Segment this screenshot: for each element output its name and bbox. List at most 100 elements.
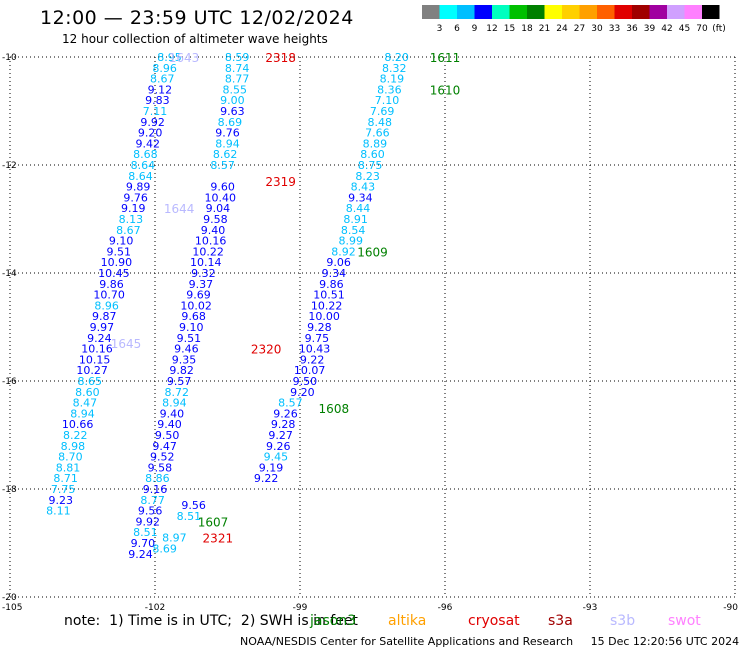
wave-height-value: 10.45 <box>98 267 130 280</box>
wave-height-value: 8.69 <box>218 116 243 129</box>
wave-height-value: 10.16 <box>81 343 113 356</box>
wave-height-value: 9.40 <box>160 407 185 420</box>
colorbar-label: 39 <box>644 24 656 34</box>
colorbar-swatch <box>509 5 527 19</box>
wave-height-value: 9.10 <box>109 235 134 248</box>
wave-height-value: 8.57 <box>278 397 303 410</box>
colorbar-swatch <box>544 5 562 19</box>
wave-height-value: 9.23 <box>49 494 74 507</box>
wave-height-value: 9.28 <box>307 321 332 334</box>
wave-height-value: 9.24 <box>128 548 153 561</box>
wave-height-value: 10.07 <box>294 364 326 377</box>
wave-height-value: 8.91 <box>343 213 368 226</box>
wave-height-value: 8.13 <box>119 213 144 226</box>
colorbar-swatch <box>562 5 580 19</box>
longitude-tick-label: -96 <box>438 603 453 613</box>
pass-number-label: 2319 <box>265 175 296 189</box>
wave-height-value: 9.34 <box>348 191 373 204</box>
longitude-tick-label: -102 <box>145 603 165 613</box>
colorbar-swatch <box>632 5 650 19</box>
colorbar-swatch <box>649 5 667 19</box>
wave-height-value: 9.37 <box>189 278 214 291</box>
wave-height-value: 9.42 <box>136 137 161 150</box>
wave-height-value: 9.32 <box>191 267 216 280</box>
wave-height-value: 9.22 <box>254 472 279 485</box>
wave-height-value: 10.22 <box>192 245 224 258</box>
colorbar-label: 21 <box>539 24 550 34</box>
wave-height-value: 8.68 <box>133 148 158 161</box>
colorbar-swatch <box>439 5 457 19</box>
pass-number-label: 1643 <box>169 51 200 65</box>
colorbar-swatch <box>579 5 597 19</box>
wave-height-value: 8.22 <box>63 429 88 442</box>
wave-height-value: 9.04 <box>206 202 231 215</box>
wave-height-value: 8.48 <box>368 116 393 129</box>
wave-height-value: 8.67 <box>116 224 141 237</box>
pass-number-label: 2320 <box>251 343 282 357</box>
latitude-tick-label: -16 <box>2 377 17 387</box>
wave-height-value: 8.64 <box>131 159 156 172</box>
colorbar-label: 18 <box>521 24 533 34</box>
wave-height-value: 9.52 <box>150 451 175 464</box>
wave-height-value: 9.24 <box>87 332 112 345</box>
wave-height-value: 8.92 <box>331 245 356 258</box>
wave-height-value: 9.58 <box>203 213 228 226</box>
wave-height-value: 10.43 <box>299 343 331 356</box>
pass-number-label: 1609 <box>357 245 388 259</box>
mission-legend-swot: swot <box>668 613 701 629</box>
wave-height-value: 9.70 <box>131 537 156 550</box>
colorbar-label: 33 <box>609 24 620 34</box>
wave-height-value: 9.22 <box>300 353 325 366</box>
pass-number-label: 1608 <box>319 402 350 416</box>
wave-height-value: 9.00 <box>220 94 245 107</box>
wave-height-value: 7.69 <box>370 105 395 118</box>
footer-credit: NOAA/NESDIS Center for Satellite Applica… <box>240 635 740 648</box>
wave-height-value: 9.10 <box>179 321 204 334</box>
pass-number-label: 1644 <box>164 202 195 216</box>
colorbar-swatch <box>492 5 510 19</box>
wave-height-value: 9.26 <box>273 407 298 420</box>
wave-height-value: 9.87 <box>92 310 117 323</box>
wave-height-value: 9.28 <box>271 418 296 431</box>
wave-height-value: 9.92 <box>136 515 161 528</box>
wave-height-value: 10.70 <box>93 289 125 302</box>
wave-height-value: 8.94 <box>70 407 95 420</box>
wave-height-value: 9.56 <box>138 505 163 518</box>
wave-height-value: 9.51 <box>177 332 202 345</box>
colorbar-swatch <box>702 5 720 19</box>
wave-height-value: 8.72 <box>165 386 190 399</box>
wave-height-value: 9.92 <box>140 116 165 129</box>
wave-height-value: 9.63 <box>220 105 245 118</box>
wave-height-value: 8.69 <box>152 542 177 555</box>
wave-height-value: 8.98 <box>61 440 86 453</box>
latitude-tick-label: -12 <box>2 161 17 171</box>
wave-height-value: 9.20 <box>138 127 163 140</box>
wave-height-value: 9.12 <box>148 83 173 96</box>
wave-height-value: 10.14 <box>190 256 222 269</box>
latitude-tick-label: -10 <box>2 53 17 63</box>
wave-height-value: 9.47 <box>152 440 177 453</box>
mission-legend-s3b: s3b <box>610 613 636 629</box>
wave-height-value: 8.54 <box>341 224 366 237</box>
wave-height-value: 8.51 <box>133 526 158 539</box>
wave-height-value: 8.94 <box>162 397 187 410</box>
wave-height-value: 9.45 <box>264 451 289 464</box>
wave-height-value: 8.65 <box>78 375 103 388</box>
wave-height-value: 9.19 <box>259 461 284 474</box>
colorbar-label: 24 <box>556 24 568 34</box>
colorbar-swatch <box>614 5 632 19</box>
wave-height-value: 9.06 <box>326 256 351 269</box>
pass-number-label: 1645 <box>111 337 142 351</box>
wave-height-value: 8.55 <box>223 83 248 96</box>
colorbar-swatch <box>457 5 475 19</box>
mission-legend-altika: altika <box>388 613 427 629</box>
wave-height-value: 9.57 <box>167 375 192 388</box>
wave-height-value: 8.32 <box>382 62 407 75</box>
wave-height-value: 9.19 <box>121 202 146 215</box>
wave-height-value: 8.67 <box>150 73 175 86</box>
wave-height-value: 8.75 <box>358 159 383 172</box>
colorbar-label: 6 <box>454 24 460 34</box>
wave-height-value: 9.86 <box>319 278 344 291</box>
wave-height-value: 8.43 <box>351 181 376 194</box>
